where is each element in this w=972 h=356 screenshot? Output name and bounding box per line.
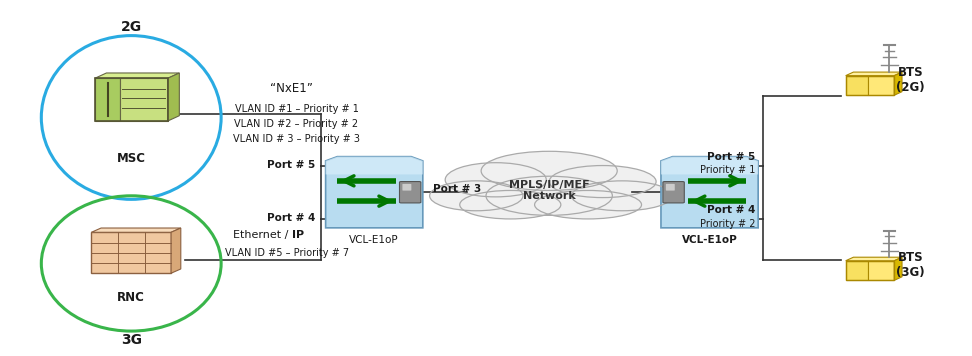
Ellipse shape <box>481 151 617 190</box>
FancyBboxPatch shape <box>867 261 894 281</box>
Polygon shape <box>661 157 758 174</box>
Polygon shape <box>95 73 179 78</box>
Text: VCL-E1oP: VCL-E1oP <box>349 235 399 245</box>
FancyBboxPatch shape <box>663 182 684 203</box>
Text: IP: IP <box>292 230 303 240</box>
Text: 3G: 3G <box>121 333 142 347</box>
Text: 2G: 2G <box>121 20 142 34</box>
Polygon shape <box>894 257 902 281</box>
Text: MPLS/IP/MEF
Network: MPLS/IP/MEF Network <box>509 180 589 201</box>
Polygon shape <box>846 257 902 261</box>
Text: VCL-E1oP: VCL-E1oP <box>681 235 738 245</box>
Polygon shape <box>171 228 181 273</box>
Text: “NxE1”: “NxE1” <box>270 83 313 95</box>
Polygon shape <box>326 157 423 228</box>
FancyBboxPatch shape <box>121 78 167 121</box>
Text: Port # 3: Port # 3 <box>433 184 481 194</box>
Text: Priority # 1: Priority # 1 <box>700 165 755 175</box>
Text: RNC: RNC <box>118 291 145 304</box>
Text: VLAN ID #2 – Priority # 2: VLAN ID #2 – Priority # 2 <box>234 119 359 129</box>
FancyBboxPatch shape <box>846 261 867 281</box>
FancyBboxPatch shape <box>399 182 421 203</box>
Text: Port # 5: Port # 5 <box>266 160 315 170</box>
Text: Port # 4: Port # 4 <box>266 213 315 223</box>
Text: BTS
(2G): BTS (2G) <box>896 66 925 94</box>
Polygon shape <box>661 157 758 228</box>
Ellipse shape <box>486 176 612 215</box>
FancyBboxPatch shape <box>95 78 121 121</box>
Polygon shape <box>168 73 179 121</box>
Polygon shape <box>894 72 902 95</box>
Text: Port # 4: Port # 4 <box>707 205 755 215</box>
Ellipse shape <box>445 163 546 197</box>
Ellipse shape <box>535 190 642 219</box>
Ellipse shape <box>460 190 561 219</box>
Text: MSC: MSC <box>117 152 146 165</box>
FancyBboxPatch shape <box>867 75 894 95</box>
Text: Port # 5: Port # 5 <box>707 152 755 162</box>
FancyBboxPatch shape <box>402 184 411 190</box>
Text: BTS
(3G): BTS (3G) <box>896 251 925 279</box>
Text: Ethernet /: Ethernet / <box>232 230 292 240</box>
FancyBboxPatch shape <box>666 184 675 190</box>
Text: VLAN ID #1 – Priority # 1: VLAN ID #1 – Priority # 1 <box>234 104 359 114</box>
Polygon shape <box>846 72 902 76</box>
FancyBboxPatch shape <box>91 232 171 273</box>
Ellipse shape <box>572 181 673 211</box>
Ellipse shape <box>549 166 656 198</box>
Text: Priority # 2: Priority # 2 <box>700 219 755 229</box>
Text: VLAN ID #5 – Priority # 7: VLAN ID #5 – Priority # 7 <box>225 248 349 258</box>
FancyBboxPatch shape <box>846 75 867 95</box>
Text: VLAN ID # 3 – Priority # 3: VLAN ID # 3 – Priority # 3 <box>233 134 360 144</box>
Polygon shape <box>91 228 181 232</box>
Ellipse shape <box>430 181 523 211</box>
Polygon shape <box>326 157 423 174</box>
